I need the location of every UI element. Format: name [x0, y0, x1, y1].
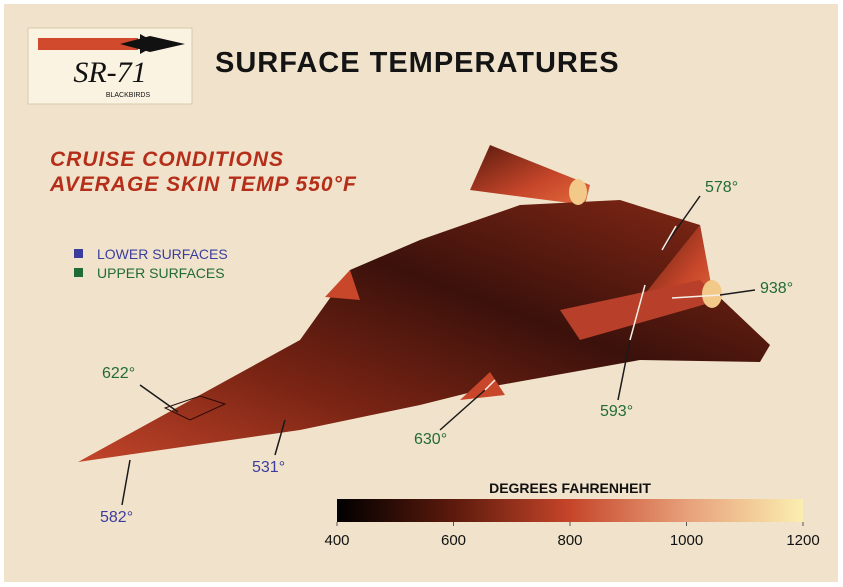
colorbar-tick-label: 1000 — [670, 532, 703, 549]
legend-swatch — [74, 249, 83, 258]
logo: SR-71 BLACKBIRDS — [28, 28, 192, 104]
colorbar-tick-label: 600 — [441, 532, 466, 549]
infographic: SR-71 BLACKBIRDS SURFACE TEMPERATURES CR… — [0, 0, 843, 587]
colorbar-tick-label: 1200 — [786, 532, 819, 549]
callout-label: 578° — [705, 179, 738, 196]
colorbar-title: DEGREES FAHRENHEIT — [489, 480, 651, 496]
colorbar-tick-label: 800 — [557, 532, 582, 549]
callout-label: 593° — [600, 403, 633, 420]
conditions: AVERAGE SKIN TEMP 550°F — [49, 173, 357, 196]
colorbar — [337, 499, 803, 522]
logo-subtitle: BLACKBIRDS — [106, 92, 151, 99]
title: SURFACE TEMPERATURES — [215, 47, 620, 79]
legend-label: LOWER SURFACES — [97, 246, 228, 262]
callout-label: 630° — [414, 431, 447, 448]
callout-label: 531° — [252, 459, 285, 476]
legend-swatch — [74, 268, 83, 277]
callout-label: 938° — [760, 280, 793, 297]
logo-name: SR-71 — [73, 56, 146, 89]
callout-label: 582° — [100, 509, 133, 526]
colorbar-tick-label: 400 — [324, 532, 349, 549]
legend-label: UPPER SURFACES — [97, 265, 225, 281]
callout-label: 622° — [102, 365, 135, 382]
conditions: CRUISE CONDITIONS — [50, 148, 284, 171]
